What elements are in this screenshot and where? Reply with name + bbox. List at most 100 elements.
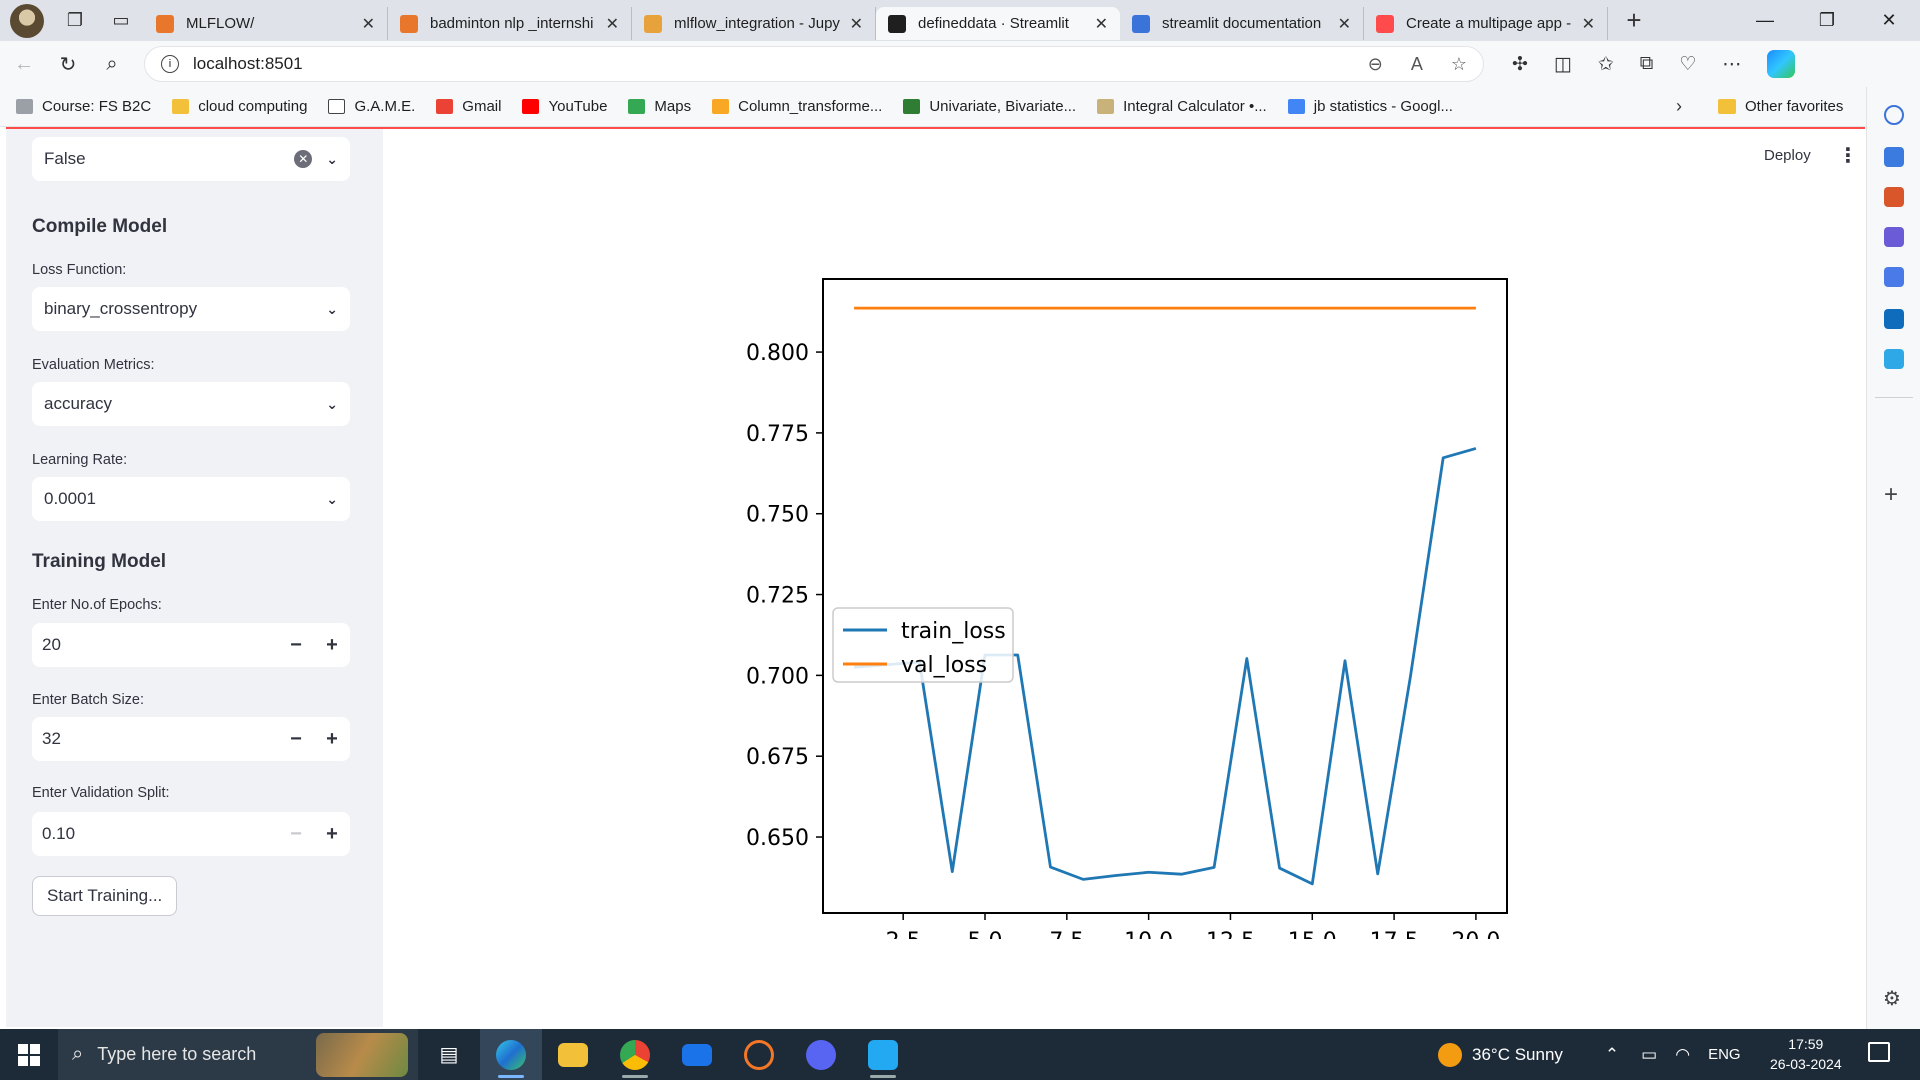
close-tab-icon[interactable]: ✕	[605, 15, 619, 33]
refresh-icon[interactable]: ↻	[59, 53, 77, 76]
plot-frame	[822, 278, 1508, 914]
chrome-icon[interactable]	[604, 1029, 666, 1080]
close-tab-icon[interactable]: ✕	[1094, 15, 1108, 33]
address-bar[interactable]: i localhost:8501 ⊖ A ☆	[144, 46, 1484, 82]
main-menu-icon[interactable]: ⋮	[1838, 145, 1858, 167]
new-tab-button[interactable]: +	[1626, 5, 1642, 35]
split-decrement-button[interactable]: −	[290, 822, 302, 845]
extensions-icon[interactable]: ✣	[1512, 53, 1528, 75]
learning-rate-select[interactable]: 0.0001 ⌄	[32, 477, 350, 521]
epochs-label: Enter No.of Epochs:	[32, 597, 162, 613]
browser-tab[interactable]: badminton nlp _internshi ✕	[388, 7, 632, 40]
microsoft365-icon[interactable]	[1884, 267, 1904, 287]
favorite-link[interactable]: Column_transforme...	[712, 98, 882, 115]
epochs-input[interactable]: 20 − +	[32, 623, 350, 667]
favorite-link[interactable]: YouTube	[522, 98, 607, 115]
favorites-overflow-icon[interactable]: ›	[1676, 96, 1682, 116]
vscode-icon[interactable]	[852, 1029, 914, 1080]
profile-avatar[interactable]	[10, 3, 44, 38]
mail-icon[interactable]	[666, 1029, 728, 1080]
batch-size-input[interactable]: 32 − +	[32, 717, 350, 761]
zoom-icon[interactable]: ⊖	[1367, 53, 1383, 74]
edge-taskbar-icon[interactable]	[480, 1029, 542, 1080]
favorite-link[interactable]: Maps	[628, 98, 691, 115]
read-aloud-icon[interactable]: A	[1410, 53, 1423, 74]
favorite-star-icon[interactable]: ☆	[1450, 53, 1467, 74]
language-indicator[interactable]: ENG	[1708, 1046, 1741, 1063]
favorite-link[interactable]: Univariate, Bivariate...	[903, 98, 1076, 115]
shopping-icon[interactable]	[1884, 147, 1904, 167]
close-window-icon[interactable]: ✕	[1881, 9, 1897, 30]
tab-actions-icon[interactable]: ▭	[112, 10, 130, 30]
file-explorer-icon[interactable]	[542, 1029, 604, 1080]
battery-icon[interactable]: ▭	[1641, 1044, 1658, 1064]
windows-start-icon[interactable]	[0, 1043, 58, 1066]
other-favorites[interactable]: Other favorites	[1718, 98, 1843, 115]
minimize-icon[interactable]: —	[1756, 9, 1774, 30]
weather-sun-icon[interactable]	[1438, 1042, 1462, 1067]
y-tick-label: 0.675	[746, 745, 809, 770]
favorite-link[interactable]: G.A.M.E.	[328, 98, 415, 115]
add-sidebar-icon[interactable]: +	[1884, 481, 1899, 508]
games-icon[interactable]	[1884, 227, 1904, 247]
close-tab-icon[interactable]: ✕	[849, 15, 863, 33]
weather-text[interactable]: 36°C Sunny	[1472, 1044, 1563, 1064]
favorite-link[interactable]: Gmail	[436, 98, 501, 115]
discord-icon[interactable]	[790, 1029, 852, 1080]
favorite-link[interactable]: Course: FS B2C	[16, 98, 151, 115]
collections-icon[interactable]: ⧉	[1639, 52, 1654, 74]
browser-tab[interactable]: mlflow_integration - Jupy ✕	[632, 7, 876, 40]
taskbar-search[interactable]: ⌕ Type here to search	[58, 1029, 418, 1080]
wifi-icon[interactable]: ◠	[1675, 1044, 1691, 1064]
task-view-icon[interactable]: ▤	[439, 1044, 459, 1066]
show-hidden-icons-icon[interactable]: ⌃	[1604, 1044, 1620, 1064]
favorite-link[interactable]: Integral Calculator •...	[1097, 98, 1267, 115]
clock[interactable]: 17:59 26-03-2024	[1770, 1034, 1842, 1074]
tab-favicon-icon	[888, 14, 906, 33]
epochs-increment-button[interactable]: +	[326, 633, 338, 656]
browser-tab[interactable]: Create a multipage app - ✕	[1364, 7, 1608, 40]
drop-icon[interactable]	[1884, 349, 1904, 369]
folder-icon	[1718, 99, 1736, 114]
close-tab-icon[interactable]: ✕	[361, 15, 375, 33]
chevron-down-icon[interactable]: ⌄	[326, 150, 338, 167]
split-screen-icon[interactable]: ◫	[1553, 53, 1572, 75]
search-icon[interactable]: ⌕	[106, 52, 118, 75]
split-increment-button[interactable]: +	[326, 822, 338, 845]
workspaces-icon[interactable]: ❐	[66, 10, 84, 30]
notifications-icon[interactable]	[1868, 1042, 1890, 1062]
clear-icon[interactable]: ✕	[294, 150, 313, 168]
loss-function-select[interactable]: binary_crossentropy ⌄	[32, 287, 350, 331]
browser-tab[interactable]: defineddata · Streamlit ✕	[876, 7, 1120, 40]
browser-essentials-icon[interactable]: ♡	[1679, 53, 1697, 75]
tools-icon[interactable]	[1884, 187, 1904, 207]
favorite-link[interactable]: cloud computing	[172, 98, 307, 115]
metrics-select[interactable]: accuracy ⌄	[32, 382, 350, 426]
jupyter-icon[interactable]	[728, 1029, 790, 1080]
favorite-link[interactable]: jb statistics - Googl...	[1287, 98, 1453, 115]
deploy-button[interactable]: Deploy	[1764, 147, 1811, 164]
y-tick-label: 0.800	[746, 341, 809, 366]
top-select[interactable]: False ✕ ⌄	[32, 137, 350, 181]
sidebar-settings-icon[interactable]: ⚙	[1883, 988, 1901, 1010]
sidebar-divider	[1875, 397, 1913, 398]
more-menu-icon[interactable]: ⋯	[1722, 53, 1742, 75]
epochs-decrement-button[interactable]: −	[290, 633, 302, 656]
outlook-icon[interactable]	[1884, 309, 1904, 329]
close-tab-icon[interactable]: ✕	[1581, 15, 1595, 33]
validation-split-input[interactable]: 0.10 − +	[32, 812, 350, 856]
close-tab-icon[interactable]: ✕	[1337, 15, 1351, 33]
back-icon[interactable]: ←	[14, 52, 34, 75]
browser-tab[interactable]: streamlit documentation ✕	[1120, 7, 1364, 40]
learning-rate-label: Learning Rate:	[32, 452, 128, 468]
restore-icon[interactable]: ❐	[1818, 9, 1836, 30]
search-sidebar-icon[interactable]	[1884, 105, 1904, 125]
batch-decrement-button[interactable]: −	[290, 727, 302, 750]
y-tick-label: 0.725	[746, 584, 809, 609]
batch-increment-button[interactable]: +	[326, 727, 338, 750]
site-info-icon[interactable]: i	[161, 55, 179, 73]
browser-tab[interactable]: MLFLOW/ ✕	[144, 7, 388, 40]
favorites-icon[interactable]: ✩	[1597, 53, 1614, 75]
copilot-icon[interactable]	[1767, 50, 1796, 78]
start-training-button[interactable]: Start Training...	[32, 876, 178, 916]
